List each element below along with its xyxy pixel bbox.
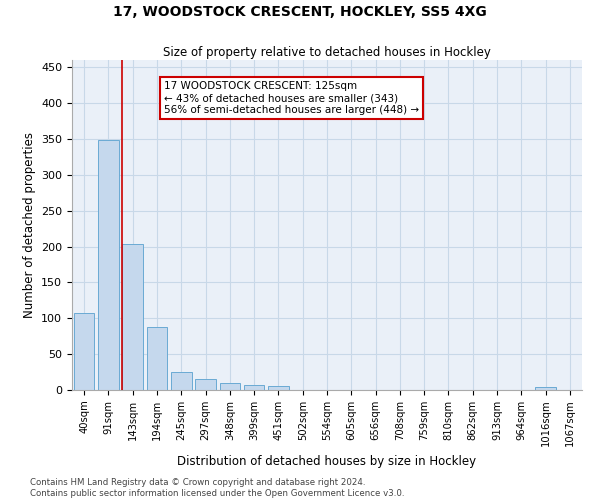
Text: 17 WOODSTOCK CRESCENT: 125sqm
← 43% of detached houses are smaller (343)
56% of : 17 WOODSTOCK CRESCENT: 125sqm ← 43% of d… [164,82,419,114]
Bar [122,244,143,390]
X-axis label: Distribution of detached houses by size in Hockley: Distribution of detached houses by size … [178,454,476,468]
Bar [268,386,289,390]
Bar [535,387,556,390]
Bar [74,313,94,390]
Text: Contains HM Land Registry data © Crown copyright and database right 2024.
Contai: Contains HM Land Registry data © Crown c… [30,478,404,498]
Bar [195,378,216,390]
Bar [146,327,167,390]
Text: 17, WOODSTOCK CRESCENT, HOCKLEY, SS5 4XG: 17, WOODSTOCK CRESCENT, HOCKLEY, SS5 4XG [113,5,487,19]
Y-axis label: Number of detached properties: Number of detached properties [23,132,35,318]
Bar [98,140,119,390]
Bar [171,372,191,390]
Title: Size of property relative to detached houses in Hockley: Size of property relative to detached ho… [163,46,491,59]
Bar [220,383,240,390]
Bar [244,385,265,390]
